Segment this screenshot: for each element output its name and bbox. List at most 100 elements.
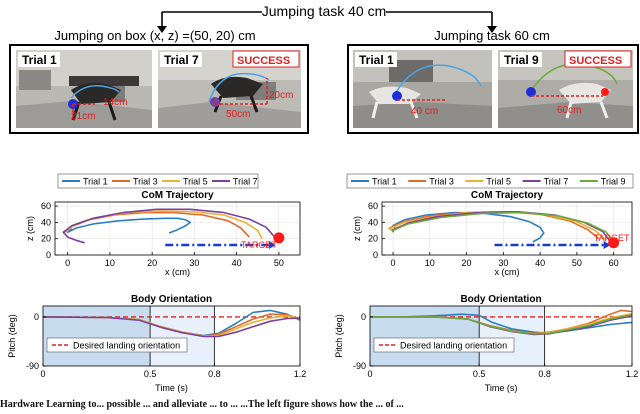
target-label: TARGET [594, 233, 630, 243]
legend-entry: Trial 1 [83, 177, 108, 187]
right-photo-panel: Trial 1 40 cm Trial 9 SUCCESS 60cm [347, 44, 639, 134]
photo-left-trial7: Trial 7 SUCCESS 20cm 50cm [158, 50, 301, 128]
phase-shade-1 [43, 306, 151, 366]
y-tick-label: 0 [361, 312, 366, 322]
photo-left-trial1: Trial 1 14cm 21cm [16, 50, 152, 128]
direction-arrow-head [268, 241, 276, 249]
series-line-trial-1 [66, 217, 191, 234]
x-tick-label: 50 [274, 258, 284, 268]
x-tick-label: 0.8 [538, 369, 551, 379]
x-tick-label: 60 [609, 258, 619, 268]
x-tick-label: 20 [147, 258, 157, 268]
x-tick-label: 0.5 [144, 369, 157, 379]
series-line-trial-9 [392, 211, 615, 243]
y-tick-label: 0 [373, 250, 378, 260]
y-tick-label: 20 [41, 234, 51, 244]
x-axis-label: Time (s) [485, 383, 518, 393]
y-tick-label: 0 [46, 250, 51, 260]
desired-legend-label: Desired landing orientation [400, 341, 507, 351]
arrow-right-head [487, 26, 497, 33]
y-tick-label: 40 [41, 217, 51, 227]
left-title: Jumping on box (x, z) =(50, 20) cm [54, 28, 255, 43]
x-tick-label: 0 [65, 258, 70, 268]
photo-left-b-dim1: 20cm [269, 90, 293, 101]
header-connector [161, 11, 493, 28]
right-title: Jumping task 60 cm [434, 28, 550, 43]
legend-entry: Trial 3 [133, 177, 158, 187]
figure-caption: Hardware Learning to... possible ... and… [0, 399, 404, 410]
x-tick-label: 50 [572, 258, 582, 268]
axes-frame [42, 305, 301, 367]
right-photo-group: Trial 1 40 cm Trial 9 SUCCESS 60cm [353, 50, 633, 128]
photo-left-b-status: SUCCESS [237, 55, 290, 67]
series-line-trial-1 [370, 313, 633, 335]
axes-frame [369, 305, 633, 367]
x-tick-label: 10 [425, 258, 435, 268]
photo-left-a-trial: Trial 1 [22, 53, 57, 67]
x-tick-label: 40 [535, 258, 545, 268]
series-line-trial-7 [62, 208, 276, 244]
x-tick-label: 20 [462, 258, 472, 268]
chart-title: Body Orientation [460, 294, 541, 305]
x-tick-label: 0 [367, 369, 372, 379]
y-tick-label: 60 [368, 201, 378, 211]
chart-title: CoM Trajectory [471, 190, 544, 201]
chart-title: CoM Trajectory [141, 190, 214, 201]
y-tick-label: 20 [368, 234, 378, 244]
legend-entry: Trial 5 [183, 177, 208, 187]
y-axis-label: z (cm) [352, 216, 362, 241]
target-marker [608, 237, 620, 249]
series-line-trial-5 [62, 210, 263, 240]
x-tick-label: 0 [40, 369, 45, 379]
top-title: Jumping task 40 cm [262, 3, 387, 19]
series-line-trial-9 [370, 313, 633, 335]
axes-frame [381, 201, 633, 256]
chart-right-com-trajectory: CoM Trajectory TARGET 0 10 20 30 40 50 60 0 20 40 60… [346, 173, 634, 277]
x-axis-label: x (cm) [165, 267, 190, 277]
target-marker [273, 232, 285, 244]
legend-entry: Trial 3 [429, 177, 454, 187]
figure-canvas: Jumping task 40 cm Jumping on box (x, z)… [7, 3, 638, 393]
x-tick-label: 30 [498, 258, 508, 268]
photo-left-a-dim2: 21cm [71, 111, 95, 122]
left-photo-group: Trial 1 14cm 21cm Trial 7 SUCCESS 20cm 5… [16, 50, 301, 128]
photo-right-b-status: SUCCESS [569, 55, 622, 67]
legend-box [57, 173, 259, 189]
x-tick-label: 0.8 [208, 369, 221, 379]
photo-right-trial1: Trial 1 40 cm [353, 50, 492, 128]
legend-entry: Trial 1 [372, 177, 397, 187]
y-tick-label: 40 [368, 217, 378, 227]
direction-arrow-head [603, 241, 611, 249]
desired-legend-label: Desired landing orientation [73, 341, 180, 351]
phase-shade-2 [479, 306, 545, 366]
left-photo-panel: Trial 1 14cm 21cm Trial 7 SUCCESS 20cm 5… [9, 44, 309, 134]
y-tick-label: 60 [41, 201, 51, 211]
y-axis-label: Pitch (deg) [334, 314, 344, 358]
x-tick-label: 0.5 [473, 369, 486, 379]
target-label: TARGET [241, 240, 277, 250]
arrow-left-head [157, 26, 167, 33]
photo-right-a-trial: Trial 1 [359, 53, 394, 67]
x-axis-label: x (cm) [495, 267, 520, 277]
x-tick-label: 10 [105, 258, 115, 268]
photo-left-b-trial: Trial 7 [164, 53, 199, 67]
chart-title: Body Orientation [131, 294, 212, 305]
photo-left-b-dim2: 50cm [226, 109, 250, 120]
desired-legend-box [46, 337, 188, 353]
x-tick-label: 40 [232, 258, 242, 268]
series-line-trial-1 [392, 211, 545, 243]
x-tick-label: 0 [391, 258, 396, 268]
legend-entry: Trial 7 [544, 177, 569, 187]
y-axis-label: Pitch (deg) [7, 314, 17, 358]
x-tick-label: 1.2 [294, 369, 307, 379]
x-axis-label: Time (s) [155, 383, 188, 393]
legend-box [346, 173, 634, 189]
chart-left-com-trajectory: CoM Trajectory TARGET 0 10 20 30 40 50 0 20 40 60 x … [25, 173, 301, 277]
photo-right-b-trial: Trial 9 [504, 53, 539, 67]
photo-right-b-dim1: 60cm [557, 105, 581, 116]
series-line-trial-7 [42, 316, 301, 338]
desired-legend-box [373, 337, 515, 353]
photo-right-a-dim1: 40 cm [411, 106, 438, 117]
